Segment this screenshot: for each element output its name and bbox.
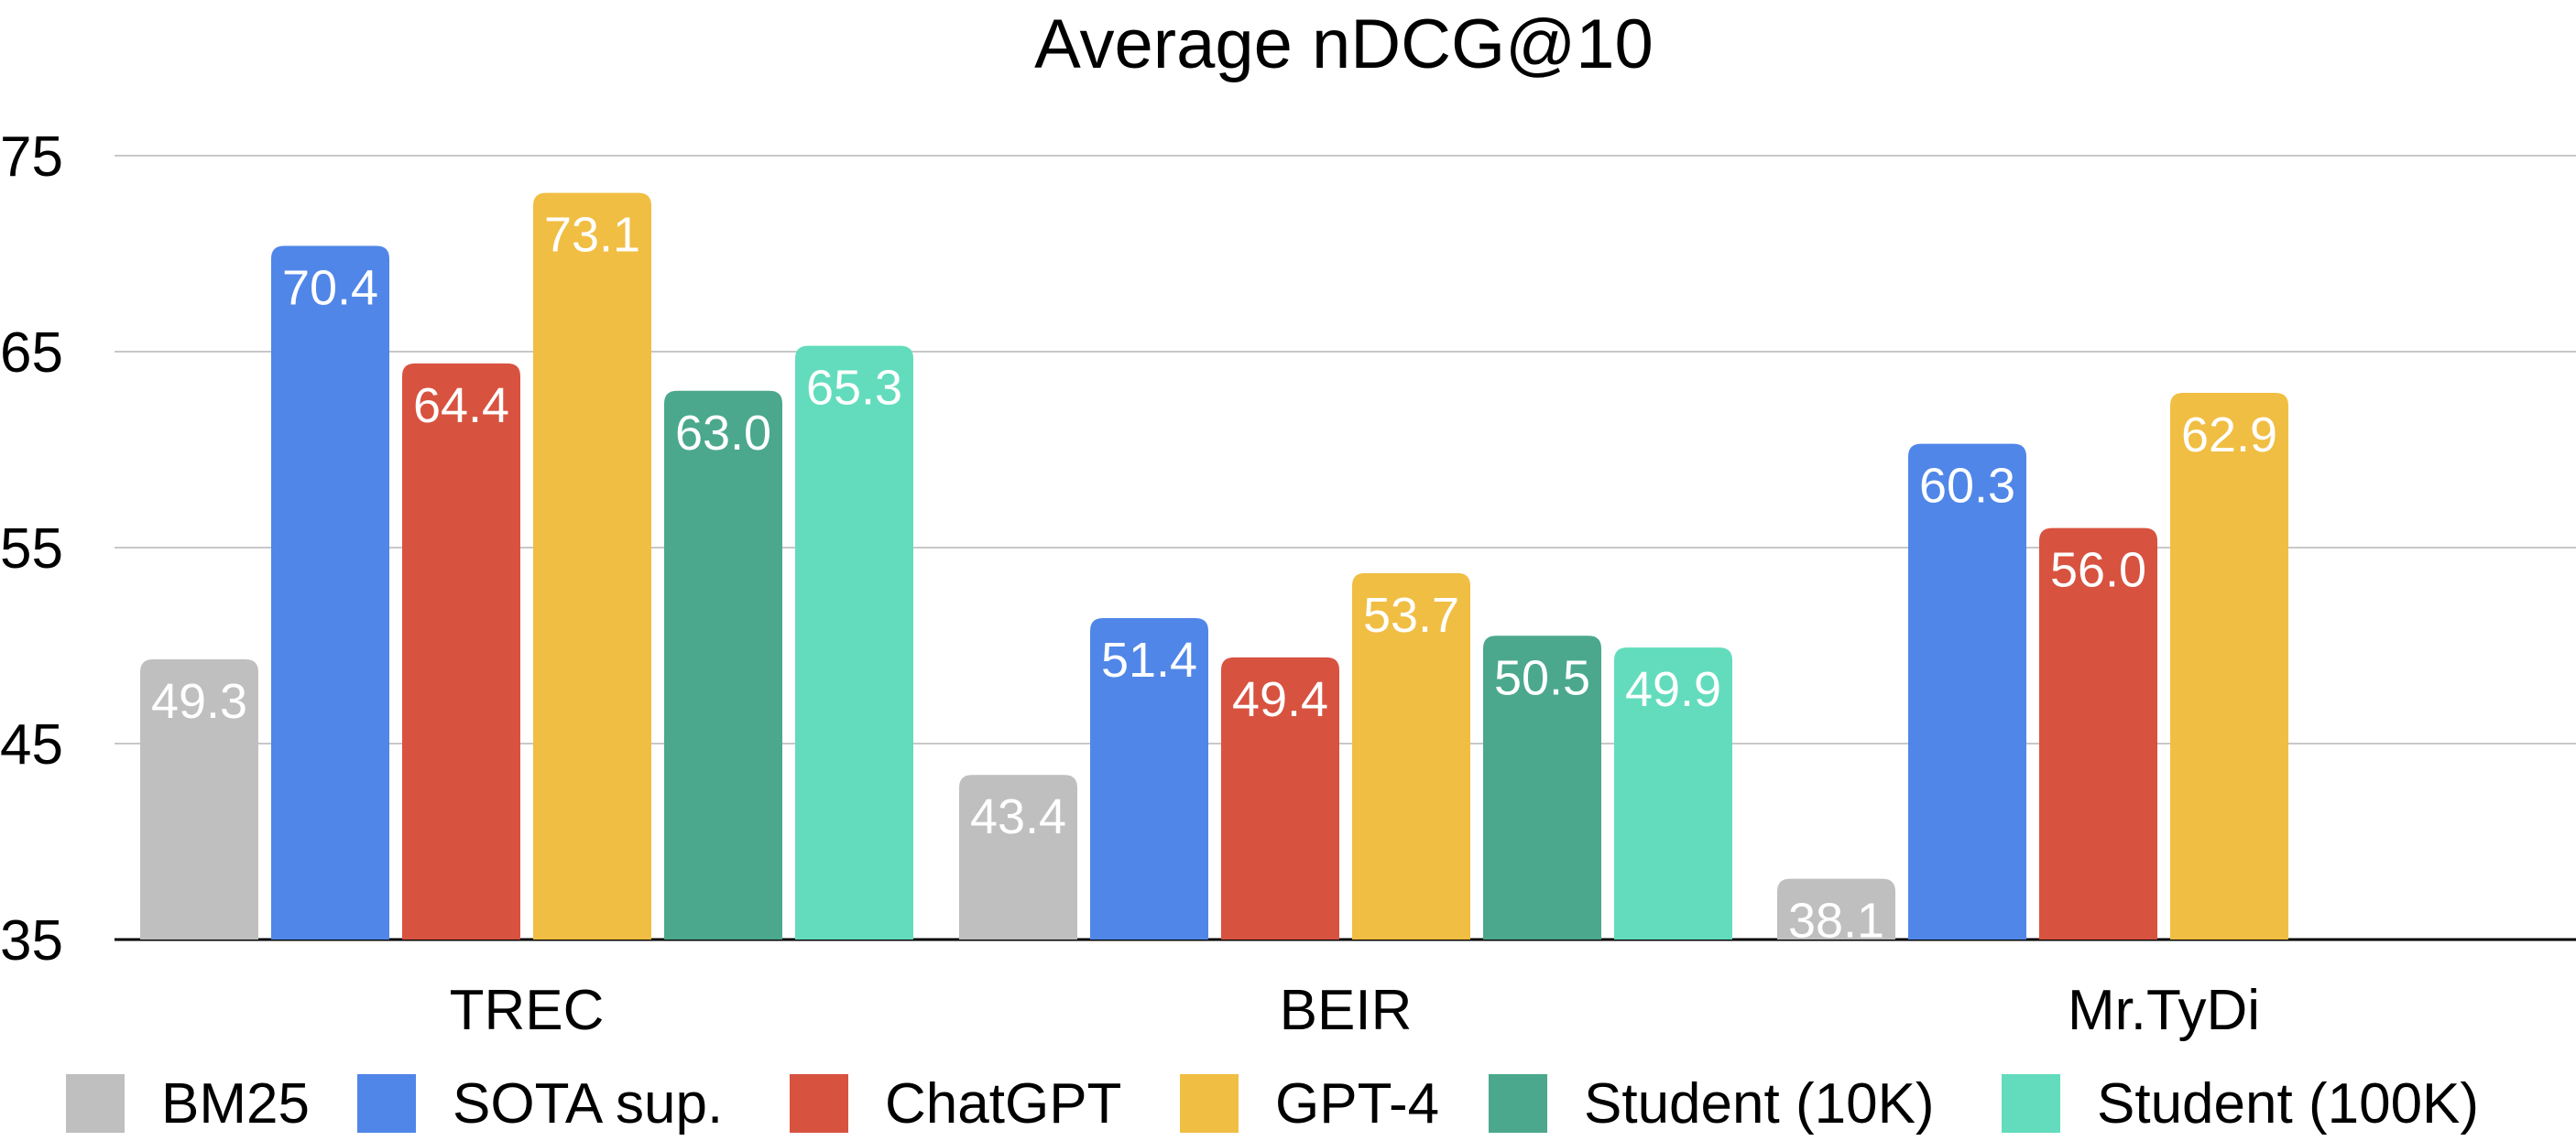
bar-trec-sota-sup [271, 245, 389, 940]
x-tick-label-beir: BEIR [1280, 979, 1413, 1042]
y-tick-label-45: 45 [0, 713, 63, 777]
bars [140, 192, 2288, 940]
bar-trec-student-100k [795, 345, 913, 940]
bar-label-trec-chatgpt: 64.4 [413, 378, 509, 433]
bar-label-beir-student-100k: 49.9 [1625, 662, 1721, 717]
bar-mr-tydi-gpt-4 [2170, 392, 2288, 940]
x-tick-label-mr-tydi: Mr.TyDi [2068, 979, 2260, 1042]
bar-label-beir-gpt-4: 53.7 [1363, 588, 1459, 643]
chart-title: Average nDCG@10 [1034, 5, 1654, 83]
y-tick-label-75: 75 [0, 125, 63, 189]
legend-swatch-gpt-4 [1180, 1074, 1239, 1133]
bar-mr-tydi-sota-sup [1908, 443, 2026, 940]
bar-label-mr-tydi-bm25: 38.1 [1788, 894, 1884, 949]
bar-label-beir-student-10k: 50.5 [1494, 650, 1590, 705]
legend-label-student-100k: Student (100K) [2097, 1072, 2479, 1136]
bar-beir-student-10k [1483, 636, 1601, 940]
bar-beir-student-100k [1614, 647, 1732, 940]
bar-label-mr-tydi-gpt-4: 62.9 [2181, 408, 2277, 462]
bar-label-trec-sota-sup: 70.4 [282, 260, 378, 315]
legend-label-student-10k: Student (10K) [1584, 1072, 1935, 1136]
legend: BM25 SOTA sup. ChatGPT GPT-4 Student (10K) St… [66, 1072, 2479, 1136]
x-tick-label-trec: TREC [450, 979, 605, 1042]
bar-label-mr-tydi-sota-sup: 60.3 [1919, 459, 2015, 514]
bar-trec-bm25 [140, 658, 258, 940]
bar-trec-gpt-4 [533, 192, 651, 940]
axes: 35 45 55 65 75 TREC BEIR Mr.TyDi [0, 125, 2576, 1042]
bar-beir-sota-sup [1090, 618, 1208, 940]
legend-label-bm25: BM25 [161, 1072, 310, 1136]
legend-swatch-chatgpt [790, 1074, 848, 1133]
bar-value-labels: 49.3 70.4 64.4 73.1 63.0 65.3 43.4 51.4 49.4 53.7… [151, 208, 2277, 949]
bar-beir-bm25 [959, 775, 1077, 940]
bar-label-trec-bm25: 49.3 [151, 674, 247, 729]
bar-trec-student-10k [664, 390, 782, 940]
bar-label-beir-chatgpt: 49.4 [1232, 672, 1328, 727]
legend-label-sota-sup: SOTA sup. [453, 1072, 723, 1136]
bar-label-beir-bm25: 43.4 [970, 789, 1066, 844]
bar-label-trec-gpt-4: 73.1 [544, 208, 640, 263]
bar-label-mr-tydi-chatgpt: 56.0 [2050, 543, 2146, 598]
legend-label-chatgpt: ChatGPT [885, 1072, 1121, 1136]
bar-label-trec-student-100k: 65.3 [806, 361, 902, 416]
legend-label-gpt-4: GPT-4 [1275, 1072, 1439, 1136]
bar-trec-chatgpt [402, 363, 520, 940]
y-tick-label-55: 55 [0, 517, 63, 581]
bar-label-beir-sota-sup: 51.4 [1101, 633, 1197, 688]
legend-swatch-bm25 [66, 1074, 125, 1133]
bar-beir-gpt-4 [1352, 572, 1470, 940]
y-tick-label-35: 35 [0, 909, 63, 973]
bar-mr-tydi-bm25 [1777, 878, 1895, 940]
legend-swatch-student-10k [1489, 1074, 1547, 1133]
bar-beir-chatgpt [1221, 657, 1339, 940]
bar-label-trec-student-10k: 63.0 [675, 406, 771, 461]
legend-swatch-student-100k [2002, 1074, 2060, 1133]
gridlines [115, 155, 2576, 744]
legend-swatch-sota-sup [357, 1074, 416, 1133]
y-tick-label-65: 65 [0, 321, 63, 385]
bar-mr-tydi-chatgpt [2039, 527, 2157, 940]
